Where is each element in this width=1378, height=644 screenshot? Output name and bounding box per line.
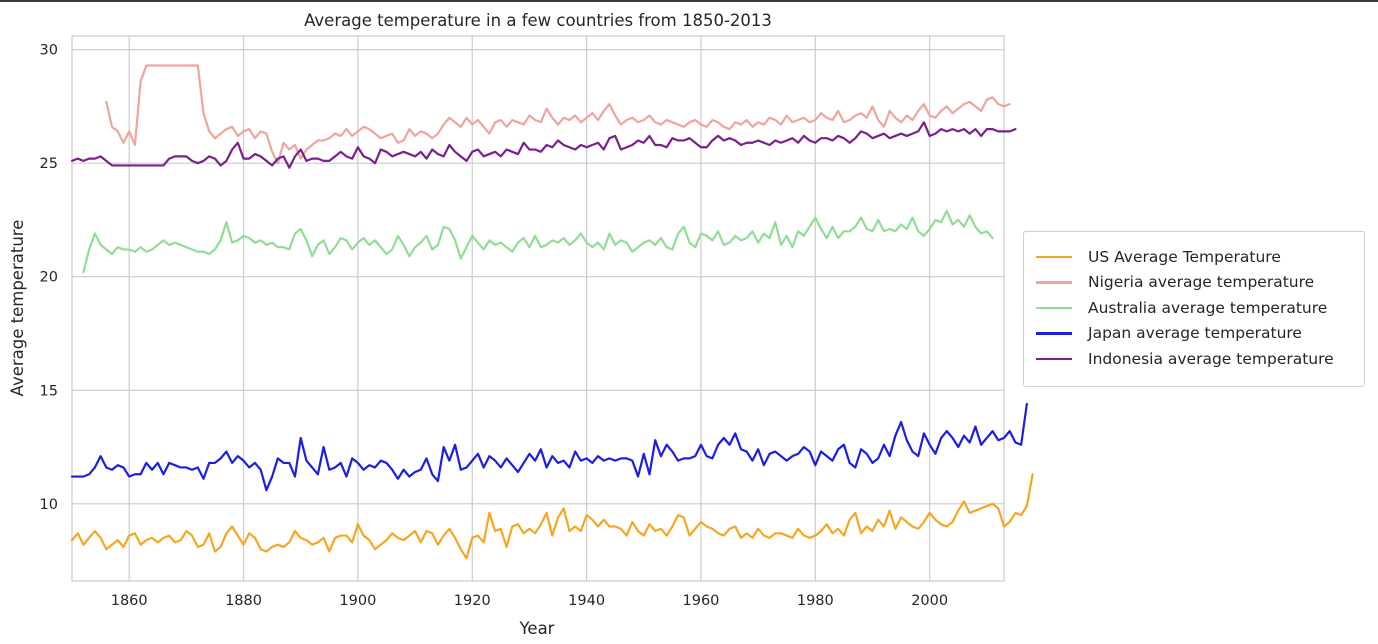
x-tick-label: 1940 (568, 593, 605, 609)
x-tick-label: 1960 (683, 593, 720, 609)
y-axis-label: Average temperature (8, 220, 27, 397)
x-tick-label: 1880 (225, 593, 262, 609)
x-tick-label: 1860 (111, 593, 148, 609)
x-tick-label: 1900 (339, 593, 376, 609)
legend-label-indonesia: Indonesia average temperature (1088, 349, 1334, 368)
series-line-indonesia (70, 121, 1017, 169)
legend-swatch-australia (1036, 306, 1072, 309)
chart-legend: US Average Temperature Nigeria average t… (1023, 231, 1365, 387)
legend-item-australia: Australia average temperature (1024, 295, 1364, 321)
y-tick-label: 20 (40, 270, 58, 286)
chart-title: Average temperature in a few countries f… (304, 11, 772, 30)
legend-item-japan: Japan average temperature (1024, 321, 1364, 347)
legend-label-us: US Average Temperature (1088, 247, 1281, 266)
y-tick-label: 25 (40, 156, 58, 172)
legend-label-nigeria: Nigeria average temperature (1088, 273, 1315, 292)
legend-label-japan: Japan average temperature (1088, 324, 1302, 343)
y-tick-label: 10 (40, 497, 58, 513)
legend-item-indonesia: Indonesia average temperature (1024, 346, 1364, 372)
legend-swatch-us (1036, 255, 1072, 258)
x-tick-label: 2000 (911, 593, 948, 609)
x-tick-label: 1980 (797, 593, 834, 609)
y-tick-label: 15 (40, 383, 58, 399)
legend-item-nigeria: Nigeria average temperature (1024, 270, 1364, 296)
legend-item-us: US Average Temperature (1024, 244, 1364, 270)
window-top-border (0, 0, 1378, 2)
plot-frame (71, 35, 1005, 582)
legend-swatch-indonesia (1036, 357, 1072, 360)
y-tick-label: 30 (40, 43, 58, 59)
x-axis-label: Year (519, 619, 555, 638)
legend-label-australia: Australia average temperature (1088, 298, 1328, 317)
legend-swatch-nigeria (1036, 281, 1072, 284)
series-line-australia (82, 209, 994, 274)
series-line-us (70, 473, 1034, 560)
series-line-nigeria (105, 64, 1011, 165)
legend-swatch-japan (1036, 332, 1072, 335)
x-tick-label: 1920 (454, 593, 491, 609)
series-line-japan (70, 402, 1028, 492)
